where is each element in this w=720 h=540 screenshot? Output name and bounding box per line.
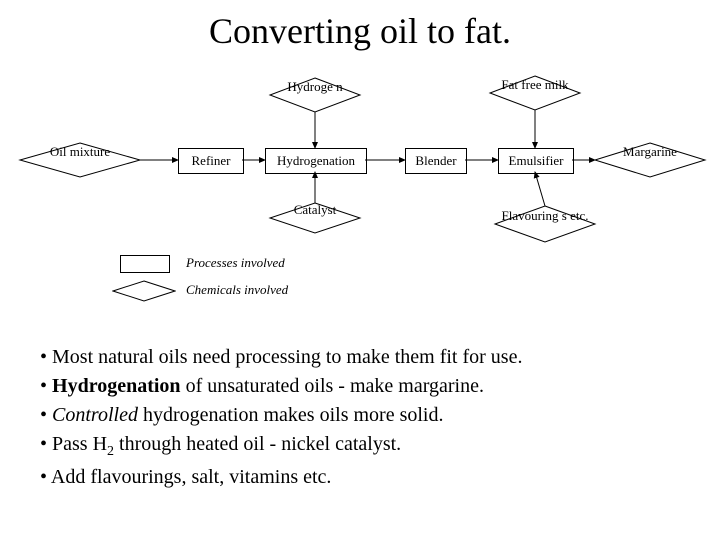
legend-process-label: Processes involved: [186, 255, 285, 271]
legend-chemical-shape: [112, 280, 176, 302]
node-margarine: Margarine: [595, 146, 705, 158]
page-title: Converting oil to fat.: [0, 10, 720, 52]
bullet-item: • Add flavourings, salt, vitamins etc.: [40, 466, 680, 489]
node-hydrogen: Hydroge n: [270, 81, 360, 93]
node-oil_mix: Oil mixture: [20, 146, 140, 158]
bullet-item: • Pass H2 through heated oil - nickel ca…: [40, 433, 680, 460]
node-refiner: Refiner: [178, 148, 244, 174]
bullet-list: • Most natural oils need processing to m…: [40, 340, 680, 495]
legend-process-shape: [120, 255, 170, 273]
node-fat_free: Fat free milk: [490, 79, 580, 91]
node-hydrogn: Hydrogenation: [265, 148, 367, 174]
legend-chemical-label: Chemicals involved: [186, 282, 288, 298]
bullet-item: • Most natural oils need processing to m…: [40, 346, 680, 369]
node-emulsifier: Emulsifier: [498, 148, 574, 174]
bullet-item: • Controlled hydrogenation makes oils mo…: [40, 404, 680, 427]
node-catalyst: Catalyst: [270, 204, 360, 216]
node-blender: Blender: [405, 148, 467, 174]
bullet-item: • Hydrogenation of unsaturated oils - ma…: [40, 375, 680, 398]
node-flavour: Flavouring s etc.: [495, 210, 595, 222]
